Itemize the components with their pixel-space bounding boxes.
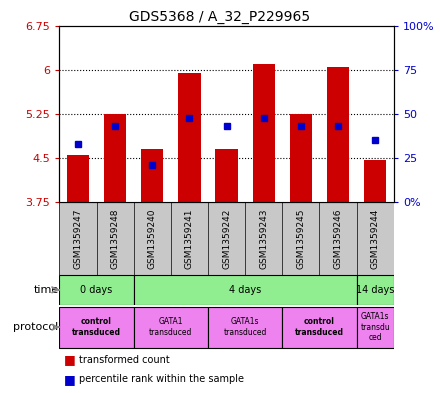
Text: percentile rank within the sample: percentile rank within the sample <box>79 374 244 384</box>
Text: GATA1s
transdu
ced: GATA1s transdu ced <box>360 312 390 342</box>
Text: ■: ■ <box>64 353 76 366</box>
Bar <box>282 307 357 347</box>
Text: GSM1359247: GSM1359247 <box>73 209 82 269</box>
Bar <box>134 307 208 347</box>
Bar <box>290 114 312 202</box>
Bar <box>364 160 386 202</box>
Text: GSM1359245: GSM1359245 <box>297 209 305 269</box>
Text: GSM1359241: GSM1359241 <box>185 209 194 269</box>
Text: GSM1359240: GSM1359240 <box>148 209 157 269</box>
Bar <box>208 307 282 347</box>
Bar <box>253 64 275 202</box>
Text: ■: ■ <box>64 373 76 386</box>
Text: control
transduced: control transduced <box>295 318 344 337</box>
Text: GATA1s
transduced: GATA1s transduced <box>224 318 267 337</box>
Text: GSM1359248: GSM1359248 <box>110 209 120 269</box>
Text: 0 days: 0 days <box>81 285 113 295</box>
Bar <box>134 275 357 305</box>
Bar <box>59 275 134 305</box>
Text: protocol: protocol <box>13 322 59 332</box>
Text: time: time <box>33 285 59 295</box>
Text: GSM1359244: GSM1359244 <box>371 209 380 269</box>
Text: GATA1
transduced: GATA1 transduced <box>149 318 193 337</box>
Text: transformed count: transformed count <box>79 354 170 365</box>
Text: 14 days: 14 days <box>356 285 394 295</box>
Bar <box>216 149 238 202</box>
Text: 4 days: 4 days <box>229 285 261 295</box>
Bar <box>327 67 349 202</box>
Text: GSM1359242: GSM1359242 <box>222 209 231 269</box>
Bar <box>59 307 134 347</box>
Bar <box>357 307 394 347</box>
Text: GSM1359246: GSM1359246 <box>334 209 343 269</box>
Bar <box>104 114 126 202</box>
Text: control
transduced: control transduced <box>72 318 121 337</box>
Bar <box>178 73 201 202</box>
Bar <box>67 155 89 202</box>
Text: GSM1359243: GSM1359243 <box>259 209 268 269</box>
Bar <box>141 149 163 202</box>
Bar <box>357 275 394 305</box>
Text: GDS5368 / A_32_P229965: GDS5368 / A_32_P229965 <box>129 10 311 24</box>
